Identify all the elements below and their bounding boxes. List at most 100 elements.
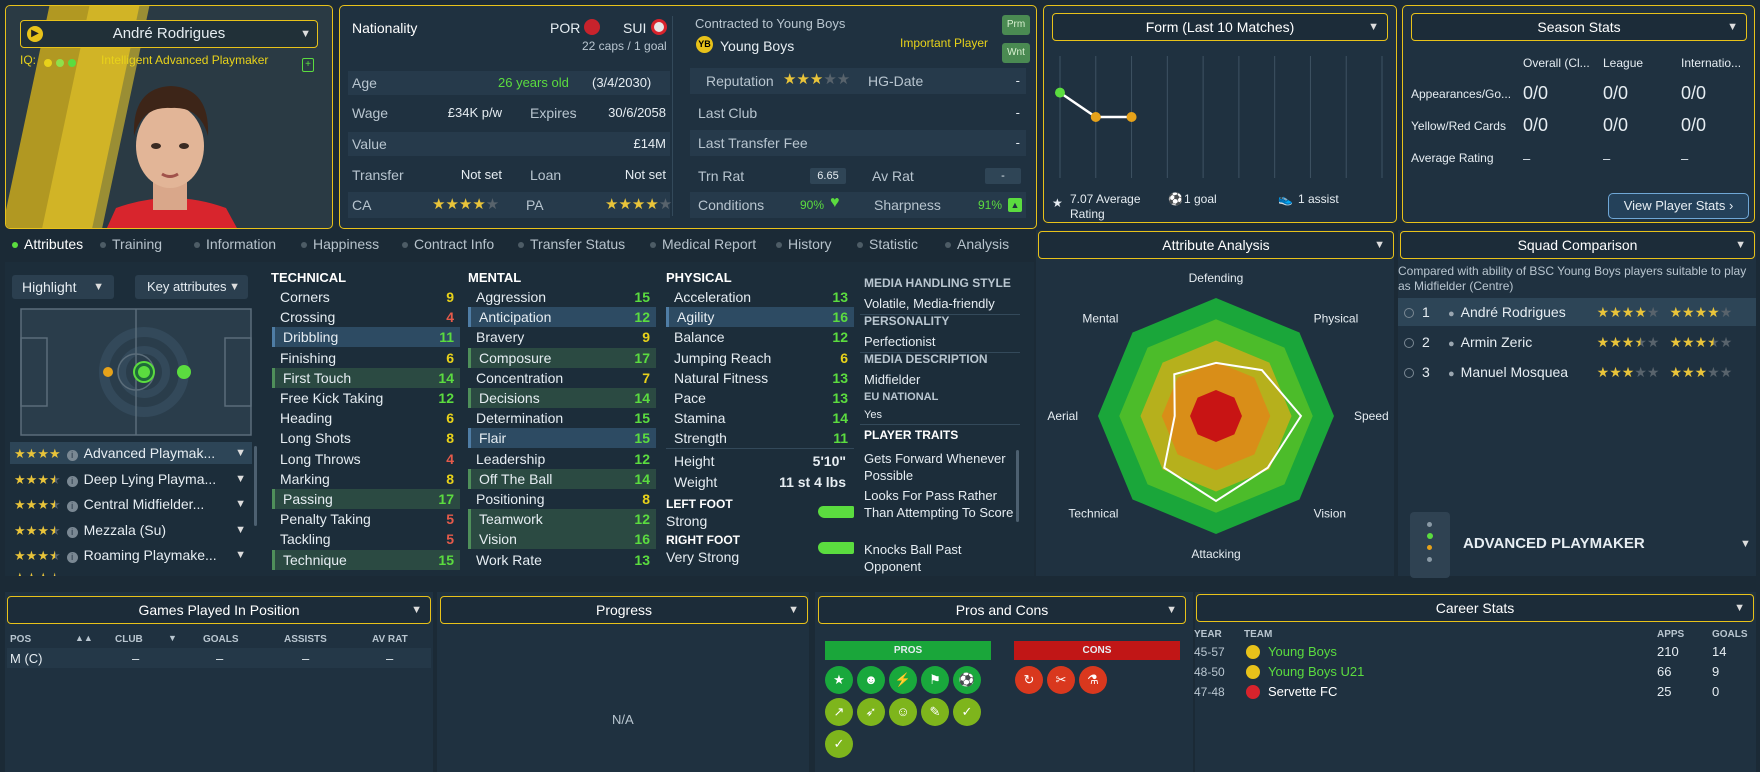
flask-con-icon[interactable]: ⚗: [1079, 666, 1107, 694]
radio-icon[interactable]: [1404, 338, 1414, 349]
attribute-row[interactable]: Stamina 14: [666, 408, 854, 428]
attribute-row[interactable]: Determination 15: [468, 408, 656, 428]
games-col-goals[interactable]: GOALS: [203, 634, 239, 645]
info-icon[interactable]: i: [66, 475, 78, 487]
attribute-row[interactable]: Heading 6: [272, 408, 460, 428]
squad-dropdown[interactable]: Squad Comparison ▼: [1400, 231, 1755, 259]
tab-information[interactable]: Information: [194, 236, 276, 252]
attribute-row[interactable]: Vision 16: [468, 529, 656, 550]
attribute-row[interactable]: Crossing 4: [272, 307, 460, 327]
flag-pro-icon[interactable]: ⚑: [921, 666, 949, 694]
radio-icon[interactable]: [1404, 368, 1414, 379]
career-dropdown[interactable]: Career Stats ▼: [1196, 594, 1754, 622]
sort-icon[interactable]: ▲▲: [75, 633, 93, 643]
career-team[interactable]: Young Boys: [1268, 644, 1337, 659]
attribute-row[interactable]: Dribbling 11: [272, 327, 460, 348]
attribute-row[interactable]: Off The Ball 14: [468, 468, 656, 489]
progress-dropdown[interactable]: Progress ▼: [440, 596, 808, 624]
wnt-badge[interactable]: Wnt: [1002, 43, 1030, 63]
games-dropdown[interactable]: Games Played In Position ▼: [7, 596, 431, 624]
document-pro-icon[interactable]: ✓: [825, 730, 853, 758]
role-item[interactable]: ★★★★ i Central Midfielder... ▼: [10, 493, 252, 515]
attribute-row[interactable]: Free Kick Taking 12: [272, 388, 460, 408]
games-col-avrat[interactable]: AV RAT: [372, 634, 408, 645]
career-row[interactable]: 48-50 Young Boys U21 66 9: [1194, 662, 1754, 682]
form-point[interactable]: [1055, 87, 1065, 98]
career-row[interactable]: 45-57 Young Boys 210 14: [1194, 642, 1754, 662]
form-dropdown[interactable]: Form (Last 10 Matches) ▼: [1052, 13, 1388, 41]
attribute-row[interactable]: Acceleration 13: [666, 287, 854, 307]
highlight-dropdown[interactable]: Highlight ▼: [12, 275, 114, 299]
tab-happiness[interactable]: Happiness: [301, 236, 379, 252]
attribute-row[interactable]: Marking 8: [272, 469, 460, 489]
games-row[interactable]: [7, 648, 431, 668]
tab-transfer-status[interactable]: Transfer Status: [518, 236, 625, 252]
season-dropdown[interactable]: Season Stats ▼: [1411, 13, 1747, 41]
squad-row[interactable]: 1 ● André Rodrigues ★★★★★ ★★★★★: [1398, 298, 1756, 326]
attribute-row[interactable]: Teamwork 12: [468, 509, 656, 530]
attribute-row[interactable]: Corners 9: [272, 287, 460, 307]
traits-scrollbar[interactable]: [1016, 450, 1019, 522]
role-item-partial[interactable]: ★★★★: [14, 570, 61, 576]
career-col-goals[interactable]: GOALS: [1712, 629, 1748, 640]
tab-medical-report[interactable]: Medical Report: [650, 236, 756, 252]
info-icon[interactable]: i: [66, 526, 78, 538]
tackle-con-icon[interactable]: ✂: [1047, 666, 1075, 694]
cross-con-icon[interactable]: ↻: [1015, 666, 1043, 694]
head-pro-icon[interactable]: ☻: [857, 666, 885, 694]
career-team[interactable]: Young Boys U21: [1268, 664, 1365, 679]
games-col-pos[interactable]: POS: [10, 634, 32, 645]
attribute-row[interactable]: Concentration 7: [468, 368, 656, 388]
career-team[interactable]: Servette FC: [1268, 684, 1338, 699]
club-name[interactable]: Young Boys: [720, 38, 795, 54]
dribble-pro-icon[interactable]: ⚡: [889, 666, 917, 694]
roles-scrollbar[interactable]: [254, 446, 257, 526]
attribute-row[interactable]: Long Shots 8: [272, 428, 460, 448]
attribute-row[interactable]: First Touch 14: [272, 367, 460, 388]
pass-pro-icon[interactable]: ↗: [825, 698, 853, 726]
squad-player-name[interactable]: Armin Zeric: [1460, 334, 1533, 350]
role-item[interactable]: ★★★★ i Advanced Playmak... ▼: [10, 442, 252, 464]
attribute-row[interactable]: Leadership 12: [468, 449, 656, 469]
tab-history[interactable]: History: [776, 236, 832, 252]
analysis-dropdown[interactable]: Attribute Analysis ▼: [1038, 231, 1394, 259]
tab-statistic[interactable]: Statistic: [857, 236, 918, 252]
tab-attributes[interactable]: Attributes: [12, 236, 83, 252]
boot-pro-icon[interactable]: ➶: [857, 698, 885, 726]
attribute-row[interactable]: Anticipation 12: [468, 307, 656, 328]
attribute-row[interactable]: Strength 11: [666, 428, 854, 448]
pros-cons-dropdown[interactable]: Pros and Cons ▼: [818, 596, 1186, 624]
attribute-row[interactable]: Agility 16: [666, 307, 854, 328]
attribute-row[interactable]: Composure 17: [468, 347, 656, 368]
attribute-row[interactable]: Penalty Taking 5: [272, 509, 460, 529]
games-col-club[interactable]: CLUB: [115, 634, 143, 645]
attribute-row[interactable]: Bravery 9: [468, 327, 656, 347]
work-pro-icon[interactable]: ☺: [889, 698, 917, 726]
role-item[interactable]: ★★★★ i Deep Lying Playma... ▼: [10, 468, 252, 490]
sort-down-icon[interactable]: ▼: [168, 633, 177, 643]
star-pro-icon[interactable]: ★: [825, 666, 853, 694]
player-menu-icon[interactable]: ▶: [27, 26, 43, 42]
form-point[interactable]: [1090, 112, 1101, 122]
squad-player-name[interactable]: André Rodrigues: [1460, 304, 1566, 320]
career-row[interactable]: 47-48 Servette FC 25 0: [1194, 682, 1754, 702]
attribute-row[interactable]: Pace 13: [666, 388, 854, 408]
attribute-row[interactable]: Work Rate 13: [468, 550, 656, 570]
radio-icon[interactable]: [1404, 308, 1414, 319]
clipboard-add-icon[interactable]: +: [302, 58, 314, 72]
role-item[interactable]: ★★★★ i Roaming Playmake... ▼: [10, 544, 252, 566]
info-icon[interactable]: i: [66, 501, 78, 512]
attribute-row[interactable]: Technique 15: [272, 549, 460, 570]
tab-contract-info[interactable]: Contract Info: [402, 236, 494, 252]
chevron-down-icon[interactable]: ▼: [1740, 538, 1751, 550]
form-point[interactable]: [1126, 112, 1137, 122]
player-name-dropdown[interactable]: ▶ André Rodrigues ▼: [20, 20, 318, 48]
squad-row[interactable]: 3 ● Manuel Mosquea ★★★★★ ★★★★★: [1398, 358, 1756, 386]
attribute-row[interactable]: Decisions 14: [468, 388, 656, 408]
career-col-team[interactable]: TEAM: [1244, 629, 1273, 640]
attribute-row[interactable]: Passing 17: [272, 489, 460, 509]
prm-badge[interactable]: Prm: [1002, 15, 1030, 35]
career-col-year[interactable]: YEAR: [1194, 629, 1222, 640]
attribute-row[interactable]: Long Throws 4: [272, 449, 460, 469]
key-attributes-dropdown[interactable]: Key attributes ▼: [135, 275, 248, 299]
